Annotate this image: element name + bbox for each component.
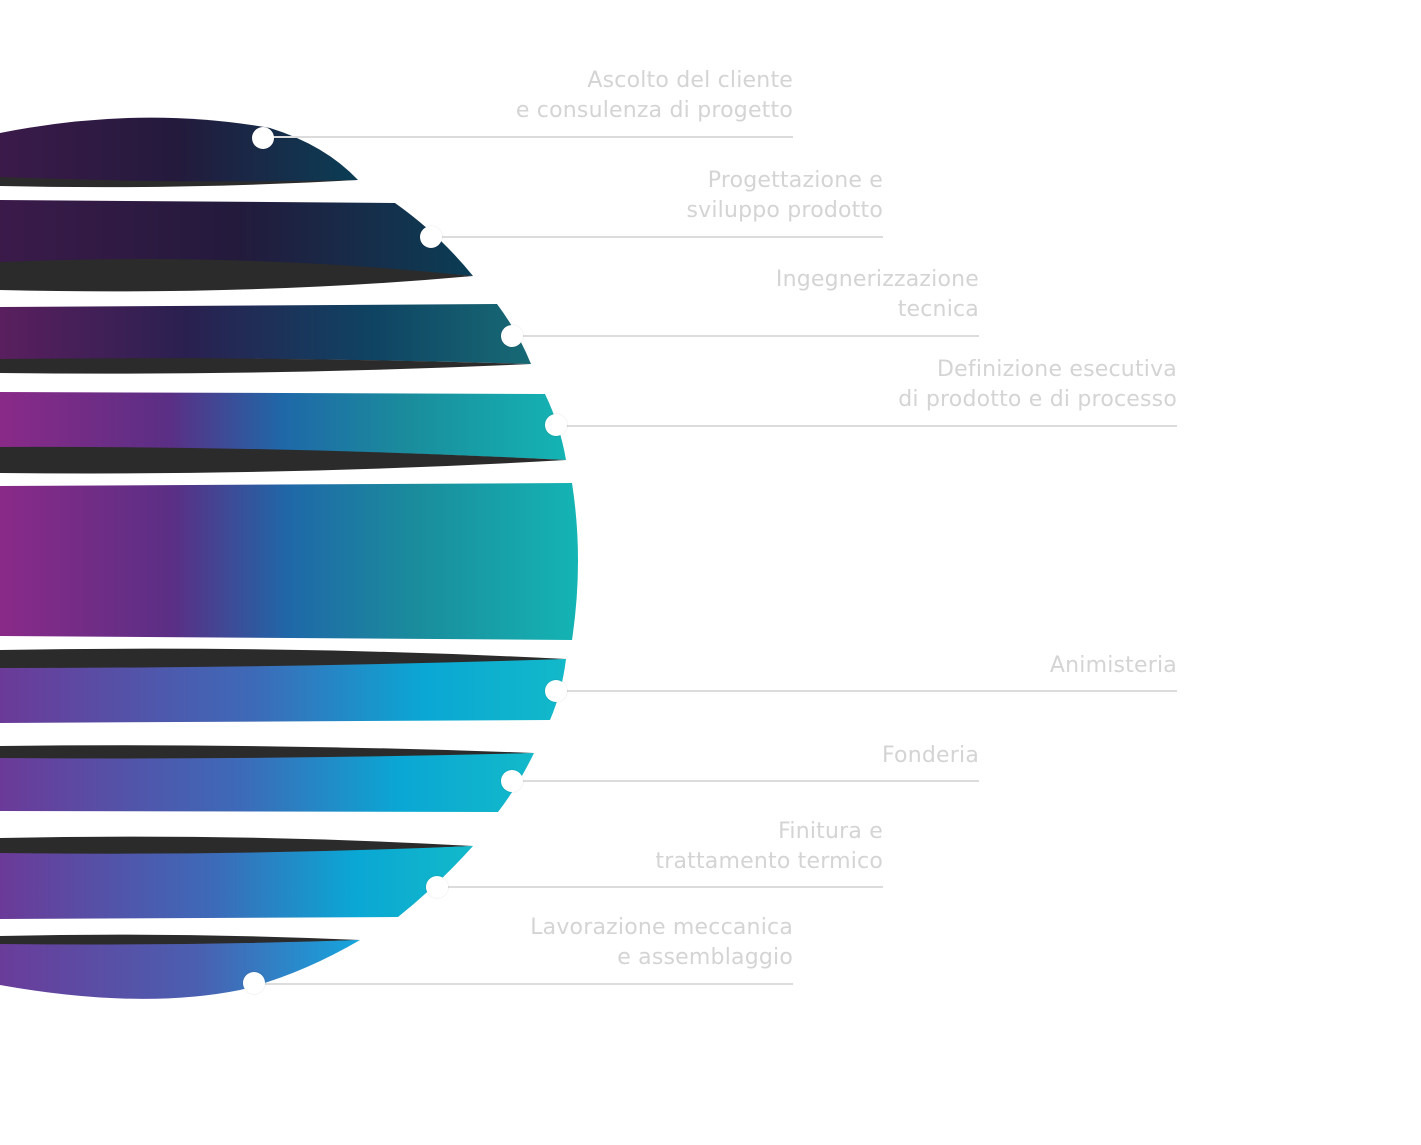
globe-slice-1 [0,117,358,183]
globe-shadow-1 [0,177,358,188]
leader-line-progettazione [431,236,883,238]
connector-dot-progettazione [420,226,442,248]
step-label-lavorazione: Lavorazione meccanica e assemblaggio [530,913,793,973]
connector-dot-lavorazione [243,972,265,994]
globe-slice-4 [0,392,566,460]
leader-line-fonderia [512,780,979,782]
step-label-ascolto: Ascolto del cliente e consulenza di prog… [516,66,793,126]
step-label-line: Definizione esecutiva [937,357,1177,382]
connector-dot-ingegnerizzazione [501,325,523,347]
step-label-line: Progettazione e [707,168,883,193]
globe-slice-2 [0,200,473,276]
step-label-line: e consulenza di progetto [515,98,793,123]
step-label-line: Ingegnerizzazione [775,267,979,292]
step-label-line: Animisteria [1049,653,1177,678]
connector-dot-finitura [426,876,448,898]
globe-shadow-2 [0,259,473,292]
globe-slice-3 [0,304,531,364]
connector-dot-ascolto [252,127,274,149]
connector-dot-fonderia [501,770,523,792]
globe-slice-6 [0,659,566,723]
leader-line-lavorazione [254,983,793,985]
connector-dot-animisteria [545,680,567,702]
step-label-line: Lavorazione meccanica [530,915,793,940]
step-label-line: Fonderia [881,743,979,768]
step-label-line: Ascolto del cliente [587,68,793,93]
step-label-progettazione: Progettazione e sviluppo prodotto [686,166,883,226]
globe-slice-5 [0,483,578,640]
step-label-line: trattamento termico [655,849,883,874]
leader-line-definizione [556,425,1177,427]
connector-dot-definizione [545,414,567,436]
step-label-line: sviluppo prodotto [686,198,883,223]
step-label-animisteria: Animisteria [1050,651,1177,681]
leader-line-animisteria [556,690,1177,692]
globe-slice-9 [0,940,360,999]
globe-slice-7 [0,753,534,812]
step-label-finitura: Finitura e trattamento termico [655,817,883,877]
step-label-fonderia: Fonderia [882,741,979,771]
step-label-definizione: Definizione esecutiva di prodotto e di p… [898,355,1177,415]
step-label-ingegnerizzazione: Ingegnerizzazione tecnica [776,265,979,325]
leader-line-ascolto [263,136,793,138]
leader-line-finitura [437,886,883,888]
globe-slice-8 [0,846,473,919]
globe-shadow-3 [0,358,531,374]
step-label-line: di prodotto e di processo [898,387,1177,412]
step-label-line: e assemblaggio [617,945,793,970]
globe-shadow-4 [0,446,566,474]
step-label-line: tecnica [897,297,979,322]
step-label-line: Finitura e [778,819,883,844]
leader-line-ingegnerizzazione [512,335,979,337]
